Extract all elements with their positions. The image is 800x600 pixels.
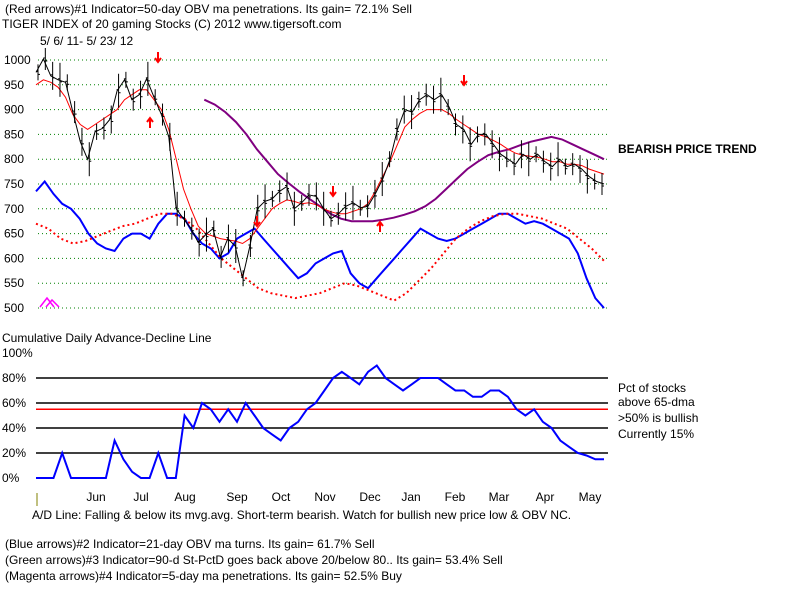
price-tick-label: 900 bbox=[4, 103, 24, 117]
sell-arrow-down bbox=[154, 52, 162, 64]
footer-indicator-2: (Blue arrows)#2 Indicator=21-day OBV ma … bbox=[5, 537, 375, 551]
month-label: May bbox=[579, 490, 602, 504]
month-label: Nov bbox=[314, 490, 335, 504]
price-tick-label: 800 bbox=[4, 152, 24, 166]
pct-line bbox=[36, 364, 604, 479]
pct-tick-label: 0% bbox=[2, 471, 20, 485]
chart-title: TIGER INDEX of 20 gaming Stocks (C) 2012… bbox=[2, 17, 342, 31]
sell-arrow-down bbox=[329, 186, 337, 198]
obv-line bbox=[35, 179, 605, 309]
pct-tick-label: 60% bbox=[2, 396, 26, 410]
pct-label-1: Pct of stocks bbox=[618, 381, 687, 395]
price-tick-label: 850 bbox=[4, 127, 24, 141]
footer-indicator-4: (Magenta arrows)#4 Indicator=5-day ma pe… bbox=[5, 569, 402, 583]
ad-line-title: Cumulative Daily Advance-Decline Line bbox=[2, 331, 212, 345]
buy-arrow-up bbox=[376, 220, 384, 232]
header-indicator-1: (Red arrows)#1 Indicator=50-day OBV ma p… bbox=[5, 2, 412, 16]
month-label: Jul bbox=[133, 490, 148, 504]
month-label: Dec bbox=[359, 490, 380, 504]
ad-line-note: A/D Line: Falling & below its mvg.avg. S… bbox=[32, 508, 572, 522]
month-label: Mar bbox=[489, 490, 510, 504]
month-label: Aug bbox=[174, 490, 195, 504]
pct-tick-label: 40% bbox=[2, 421, 26, 435]
sell-arrow-down bbox=[460, 75, 468, 87]
month-label: Jan bbox=[401, 490, 420, 504]
pct-tick-label: 20% bbox=[2, 446, 26, 460]
pct-tick-label: 80% bbox=[2, 371, 26, 385]
price-tick-label: 550 bbox=[4, 276, 24, 290]
price-line bbox=[35, 57, 605, 279]
pct-label-4: Currently 15% bbox=[618, 427, 695, 441]
footer-indicator-3: (Green arrows)#3 Indicator=90-d St-PctD … bbox=[5, 553, 503, 567]
pct-tick-label: 100% bbox=[2, 346, 33, 360]
month-label: Apr bbox=[536, 490, 555, 504]
bearish-trend-label: BEARISH PRICE TREND bbox=[618, 142, 757, 156]
sell-arrow-down bbox=[253, 216, 261, 228]
price-tick-label: 750 bbox=[4, 177, 24, 191]
month-label: Feb bbox=[445, 490, 466, 504]
price-tick-label: 650 bbox=[4, 227, 24, 241]
month-label: Oct bbox=[272, 490, 291, 504]
ma-long-line bbox=[203, 98, 605, 223]
price-tick-label: 500 bbox=[4, 301, 24, 315]
price-tick-label: 700 bbox=[4, 202, 24, 216]
month-label: Sep bbox=[226, 490, 248, 504]
magenta-arrow-icon bbox=[39, 296, 60, 308]
buy-arrow-up bbox=[146, 116, 154, 128]
date-range: 5/ 6/ 11- 5/ 23/ 12 bbox=[40, 34, 134, 48]
month-label: Jun bbox=[86, 490, 105, 504]
price-tick-label: 600 bbox=[4, 251, 24, 265]
obv-ma-dotted bbox=[35, 212, 605, 302]
pct-label-2: above 65-dma bbox=[618, 395, 695, 409]
price-tick-label: 950 bbox=[4, 78, 24, 92]
price-tick-label: 1000 bbox=[4, 53, 31, 67]
pct-label-3: >50% is bullish bbox=[618, 411, 699, 425]
